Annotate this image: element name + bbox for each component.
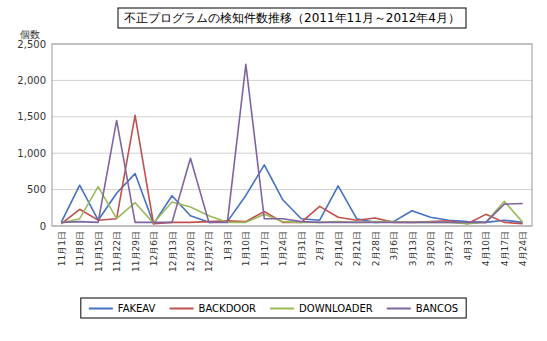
- x-tick-label: 11月1日: [57, 231, 67, 266]
- y-tick-label: 500: [27, 184, 46, 195]
- x-tick-label: 3月13日: [408, 231, 418, 266]
- x-tick-label: 11月15日: [94, 231, 104, 272]
- legend-swatch: [270, 308, 294, 310]
- x-tick-label: 1月3日: [223, 231, 233, 260]
- x-tick-label: 11月29日: [131, 231, 141, 272]
- x-tick-label: 4月17日: [500, 231, 510, 266]
- x-tick-label: 1月10日: [241, 231, 251, 266]
- series-line: [61, 115, 523, 223]
- grid-line: [52, 116, 532, 117]
- y-tick-label: 2,500: [17, 39, 46, 50]
- x-tick-label: 2月28日: [371, 231, 381, 266]
- legend-swatch: [170, 308, 194, 310]
- x-tick-label: 4月24日: [518, 231, 528, 266]
- title-box: [118, 8, 466, 28]
- x-tick-label: 12月6日: [149, 231, 159, 266]
- legend-label: BACKDOOR: [199, 303, 257, 314]
- x-tick-label: 2月7日: [315, 231, 325, 260]
- x-tick-label: 3月20日: [426, 231, 436, 266]
- title: 不正プログラムの検知件数推移（2011年11月～2012年4月）: [124, 11, 460, 25]
- x-tick-label: 12月13日: [168, 231, 178, 272]
- series-line: [61, 64, 523, 222]
- legend-label: FAKEAV: [118, 303, 156, 314]
- lines: [61, 64, 523, 223]
- x-tick-label: 1月17日: [260, 231, 270, 266]
- grid-line: [52, 153, 532, 154]
- x-tick-label: 4月3日: [463, 231, 473, 260]
- grid-line: [52, 189, 532, 190]
- legend: FAKEAV BACKDOOR DOWNLOADER BANCOS: [81, 298, 466, 318]
- legend-box: [81, 298, 466, 318]
- y-tick-label: 1,500: [17, 111, 46, 122]
- chart: 0 500 1,000 1,500 2,000 2,500個数 11月1日 11月8日 11月1…: [0, 0, 547, 341]
- x-tick-label: 2月21日: [352, 231, 362, 266]
- y-tick-label: 2,000: [17, 75, 46, 86]
- legend-label: BANCOS: [416, 303, 458, 314]
- x-tick-label: 11月8日: [75, 231, 85, 266]
- y-tick-label: 0: [40, 221, 46, 232]
- grid-line: [52, 80, 532, 81]
- y-tick-label: 1,000: [17, 148, 46, 159]
- x-tick-label: 1月24日: [278, 231, 288, 266]
- x-tick-label: 3月27日: [444, 231, 454, 266]
- x-tick-label: 2月14日: [334, 231, 344, 266]
- title-group: 不正プログラムの検知件数推移（2011年11月～2012年4月）: [118, 8, 466, 28]
- plot-frame: [52, 44, 532, 226]
- x-tick-label: 12月27日: [204, 231, 214, 272]
- x-tick-label: 3月6日: [389, 231, 399, 260]
- x-tick-label: 12月20日: [186, 231, 196, 272]
- x-tick-label: 1月31日: [297, 231, 307, 266]
- legend-label: DOWNLOADER: [299, 303, 373, 314]
- y-axis-label: 個数: [20, 29, 40, 40]
- series-line: [61, 187, 523, 224]
- x-tick-label: 11月22日: [112, 231, 122, 272]
- legend-swatch: [387, 308, 411, 310]
- legend-swatch: [89, 308, 113, 310]
- x-tick-label: 4月10日: [481, 231, 491, 266]
